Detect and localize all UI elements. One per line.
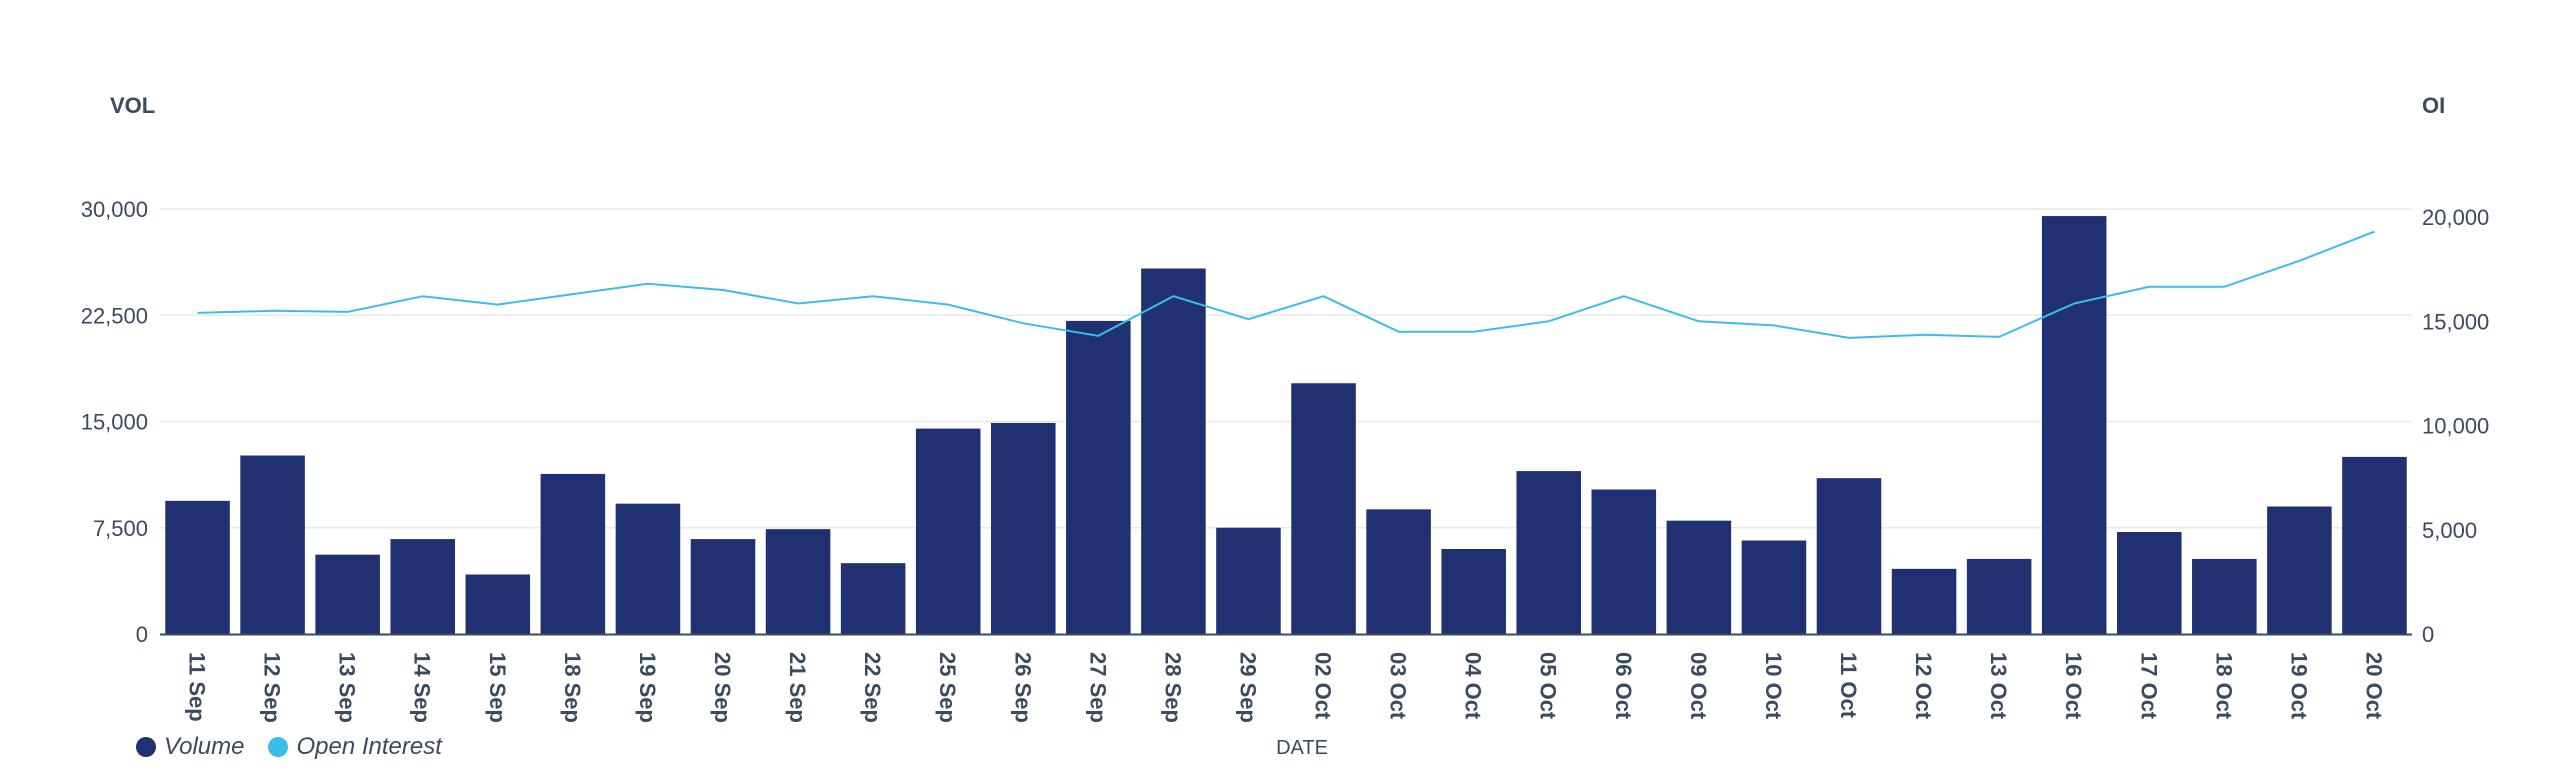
x-tick-label: 20 Oct	[2362, 652, 2387, 720]
x-tick-label: 20 Sep	[710, 652, 735, 723]
volume-bar[interactable]	[690, 539, 756, 634]
y-tick-right: 5,000	[2422, 518, 2477, 543]
legend-item-open-interest[interactable]: Open Interest	[268, 733, 442, 761]
x-tick-label: 18 Oct	[2211, 652, 2236, 720]
volume-bar[interactable]	[1216, 527, 1281, 634]
volume-bar[interactable]	[615, 503, 681, 634]
x-tick-label: 03 Oct	[1386, 652, 1411, 720]
x-tick-label: 28 Sep	[1160, 652, 1185, 723]
volume-bar[interactable]	[540, 473, 606, 634]
open-interest-line-group	[197, 230, 2375, 339]
y-tick-right: 15,000	[2422, 309, 2489, 334]
volume-bar[interactable]	[315, 554, 380, 634]
x-tick-label: 12 Sep	[260, 652, 285, 723]
legend-open-interest-label: Open Interest	[296, 733, 442, 760]
legend-open-interest-marker	[268, 737, 289, 757]
volume-bar[interactable]	[1666, 520, 1732, 634]
volume-bar[interactable]	[1516, 471, 1582, 634]
volume-bar[interactable]	[390, 539, 456, 634]
y-axis-left-ticks: 0 7,500 15,000 22,500 30,000	[81, 197, 148, 647]
volume-bar[interactable]	[240, 455, 305, 635]
y-tick-right: 0	[2422, 622, 2434, 647]
x-tick-label: 04 Oct	[1461, 652, 1486, 720]
open-interest-line[interactable]	[197, 230, 2375, 339]
x-tick-label: 27 Sep	[1085, 652, 1110, 723]
y-axis-left-title: VOL	[110, 93, 155, 118]
volume-bars	[165, 216, 2407, 635]
x-tick-label: 16 Oct	[2061, 652, 2086, 720]
volume-bar[interactable]	[990, 422, 1056, 634]
volume-bar[interactable]	[1441, 549, 1506, 634]
x-tick-label: 22 Sep	[860, 652, 885, 723]
x-tick-label: 12 Oct	[1911, 652, 1936, 720]
legend-volume-label: Volume	[164, 733, 245, 760]
volume-bar[interactable]	[2192, 558, 2257, 634]
volume-bar[interactable]	[2041, 216, 2107, 635]
grid	[160, 208, 2412, 529]
volume-bar[interactable]	[1591, 489, 1657, 635]
volume-bar[interactable]	[1741, 540, 1807, 635]
x-tick-label: 06 Oct	[1611, 652, 1636, 720]
legend-volume-marker	[136, 737, 156, 757]
legend: Volume Open Interest	[136, 733, 466, 761]
x-tick-label: 02 Oct	[1311, 652, 1336, 720]
volume-bar[interactable]	[465, 574, 531, 635]
volume-bar[interactable]	[915, 428, 981, 634]
x-tick-label: 13 Sep	[335, 652, 360, 723]
x-tick-label: 13 Oct	[1986, 652, 2011, 720]
x-tick-label: 10 Oct	[1761, 652, 1786, 720]
y-tick-left: 30,000	[81, 197, 148, 222]
volume-bar[interactable]	[1366, 509, 1431, 634]
x-tick-label: 19 Oct	[2286, 652, 2311, 720]
x-tick-label: 19 Sep	[635, 652, 660, 723]
volume-bar[interactable]	[1891, 568, 1957, 634]
y-tick-left: 15,000	[81, 410, 148, 435]
x-tick-label: 21 Sep	[785, 652, 810, 723]
x-tick-label: 26 Sep	[1010, 652, 1035, 723]
y-tick-left: 7,500	[93, 516, 148, 541]
volume-bar[interactable]	[1966, 558, 2032, 634]
legend-item-volume[interactable]: Volume	[136, 733, 244, 761]
volume-bar[interactable]	[2342, 456, 2407, 634]
x-tick-label: 09 Oct	[1686, 652, 1711, 720]
volume-bar[interactable]	[165, 500, 230, 634]
y-axis-right-ticks: 0 5,000 10,000 15,000 20,000	[2422, 205, 2489, 647]
x-tick-label: 17 Oct	[2136, 652, 2161, 720]
y-tick-left: 22,500	[81, 303, 148, 328]
x-tick-label: 15 Sep	[485, 652, 510, 723]
volume-bar[interactable]	[2267, 506, 2332, 635]
x-tick-label: 29 Sep	[1236, 652, 1261, 723]
x-tick-label: 25 Sep	[935, 652, 960, 723]
volume-bar[interactable]	[765, 529, 831, 634]
x-axis-ticks: 11 Sep 12 Sep 13 Sep 14 Sep 15 Sep 18 Sep 19 S…	[185, 652, 2387, 723]
x-tick-label: 11 Sep	[185, 652, 210, 722]
x-tick-label: 14 Sep	[410, 652, 435, 723]
volume-bar[interactable]	[840, 563, 906, 634]
volume-bar[interactable]	[1066, 320, 1131, 634]
x-axis-title: DATE	[1276, 737, 1328, 759]
y-tick-right: 20,000	[2422, 205, 2489, 230]
volume-bar[interactable]	[1291, 383, 1356, 634]
x-tick-label: 11 Oct	[1836, 652, 1861, 719]
volume-bar[interactable]	[1816, 478, 1882, 634]
x-tick-label: 18 Sep	[560, 652, 585, 723]
x-tick-label: 05 Oct	[1536, 652, 1561, 720]
y-tick-right: 10,000	[2422, 414, 2489, 439]
y-axis-right-title: OI	[2422, 93, 2445, 118]
y-tick-left: 0	[136, 622, 148, 647]
volume-bar[interactable]	[1141, 268, 1206, 635]
volume-bar[interactable]	[2116, 532, 2182, 634]
